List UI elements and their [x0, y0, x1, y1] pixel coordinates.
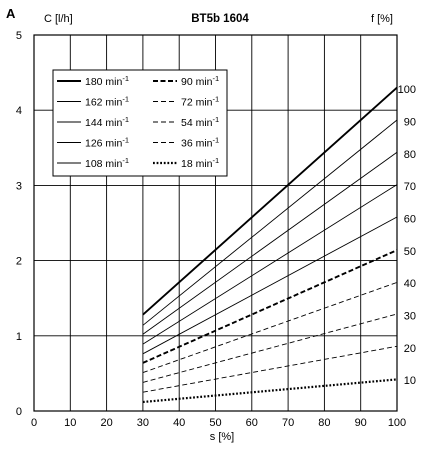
legend-label: 90 min-1: [181, 74, 219, 88]
legend-label: 126 min-1: [85, 136, 129, 150]
legend: 180 min-1 162 min-1 144 min-1 126 min-1 108 …: [52, 69, 228, 177]
series-line-9: [142, 345, 398, 393]
series-line-6: [142, 249, 398, 364]
y2-tick-label: 10: [404, 375, 416, 387]
x-axis-label: s [%]: [210, 431, 234, 443]
series-line-2: [142, 119, 398, 326]
y-tick-label: 1: [16, 331, 22, 343]
series-layer: [142, 86, 398, 404]
x-tick-label: 50: [209, 417, 221, 429]
legend-label: 36 min-1: [181, 136, 219, 150]
legend-label: 108 min-1: [85, 156, 129, 170]
y2-tick-label: 50: [404, 246, 416, 258]
y2-tick-label: 60: [404, 213, 416, 225]
legend-label: 18 min-1: [181, 156, 219, 170]
plot-frame: [33, 34, 398, 412]
series-line-8: [142, 313, 398, 383]
series-line-1: [142, 86, 398, 316]
series-line-5: [142, 216, 398, 355]
legend-label: 180 min-1: [85, 74, 129, 88]
series-line-4: [142, 184, 398, 345]
x-tick-label: 0: [31, 417, 37, 429]
legend-label: 144 min-1: [85, 115, 129, 129]
y-tick-label: 3: [16, 180, 22, 192]
y-axis-label: C [l/h]: [44, 13, 73, 25]
x-tick-label: 60: [246, 417, 258, 429]
y-tick-label: 0: [16, 406, 22, 418]
x-tick-label: 10: [64, 417, 76, 429]
x-tick-label: 90: [355, 417, 367, 429]
y-tick-label: 2: [16, 256, 22, 268]
y2-axis-label: f [%]: [371, 13, 393, 25]
legend-label: 162 min-1: [85, 95, 129, 109]
series-line-10: [142, 378, 398, 404]
axes: 0 10 20 30 40 50 60 70 80 90 100 0 1 2 3 4 5 10 20 30 40 50 60…: [16, 30, 416, 429]
x-tick-label: 70: [282, 417, 294, 429]
x-tick-label: 40: [173, 417, 185, 429]
legend-label: 72 min-1: [181, 95, 219, 109]
x-tick-label: 20: [100, 417, 112, 429]
series-line-7: [142, 281, 398, 374]
y2-tick-label: 20: [404, 343, 416, 355]
panel-label: A: [6, 6, 16, 21]
text-layer: A C [l/h] BT5b 1604 f [%] s [%]: [6, 6, 393, 443]
y2-tick-label: 80: [404, 149, 416, 161]
series-line-3: [142, 151, 398, 335]
y-tick-label: 4: [16, 105, 22, 117]
legend-box: [52, 69, 228, 177]
y2-tick-label: 70: [404, 181, 416, 193]
y2-tick-label: 40: [404, 278, 416, 290]
legend-label: 54 min-1: [181, 115, 219, 129]
chart-title: BT5b 1604: [191, 13, 249, 25]
x-tick-label: 30: [137, 417, 149, 429]
y2-tick-label: 100: [398, 84, 416, 96]
y2-tick-label: 30: [404, 310, 416, 322]
x-tick-label: 100: [388, 417, 406, 429]
x-tick-label: 80: [318, 417, 330, 429]
y-tick-label: 5: [16, 30, 22, 42]
y2-tick-label: 90: [404, 116, 416, 128]
